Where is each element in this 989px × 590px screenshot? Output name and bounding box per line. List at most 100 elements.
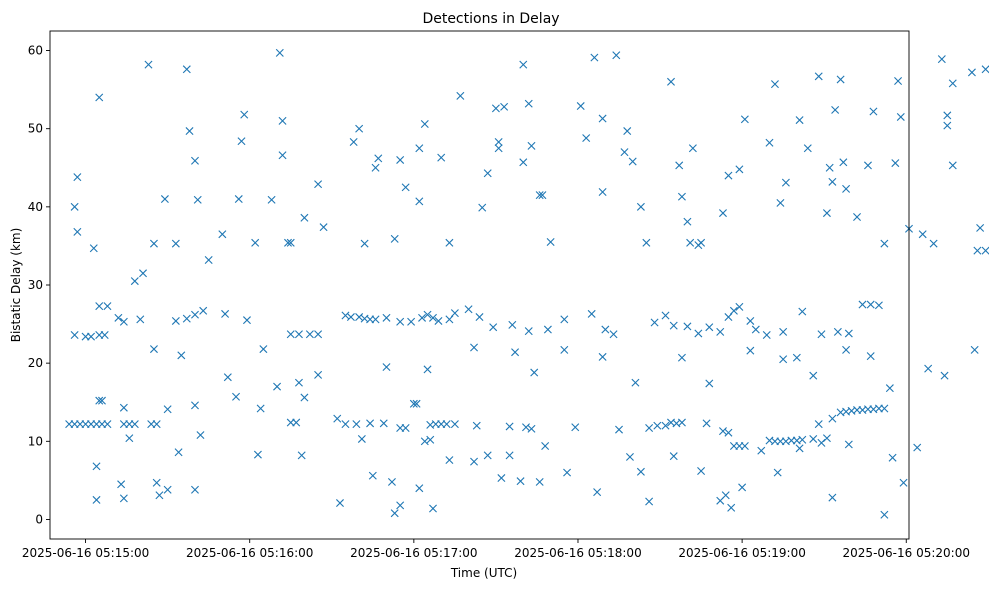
data-point (869, 107, 878, 116)
data-point (546, 238, 555, 247)
data-point (645, 424, 654, 433)
data-point (478, 203, 487, 212)
data-point (724, 313, 733, 322)
data-point (669, 452, 678, 461)
data-point (418, 313, 427, 322)
data-point (530, 368, 539, 377)
data-point (103, 302, 112, 311)
data-point (237, 137, 246, 146)
data-point (401, 183, 410, 192)
data-point (631, 378, 640, 387)
data-point (880, 239, 889, 248)
data-point (114, 313, 123, 322)
data-point (735, 302, 744, 311)
data-point (623, 127, 632, 136)
data-point (171, 316, 180, 325)
data-point (95, 93, 104, 102)
data-point (130, 277, 139, 286)
data-point (155, 491, 164, 500)
data-point (866, 300, 875, 309)
data-point (470, 343, 479, 352)
data-point (445, 238, 454, 247)
data-point (297, 451, 306, 460)
data-point (795, 444, 804, 453)
data-point (218, 230, 227, 239)
data-point (538, 191, 547, 200)
data-point (335, 499, 344, 508)
data-point (357, 434, 366, 443)
data-point (450, 420, 459, 429)
data-point (705, 379, 714, 388)
data-point (470, 457, 479, 466)
data-point (828, 493, 837, 502)
data-point (729, 306, 738, 315)
data-point (100, 331, 109, 340)
data-point (779, 355, 788, 364)
data-point (831, 105, 840, 114)
data-point (125, 434, 134, 443)
data-point (740, 115, 749, 124)
data-point (828, 177, 837, 186)
data-point (896, 112, 905, 121)
data-point (70, 202, 79, 211)
data-point (880, 510, 889, 519)
data-point (598, 114, 607, 123)
data-point (396, 317, 405, 326)
data-point (940, 371, 949, 380)
data-point (560, 315, 569, 324)
data-point (259, 345, 268, 354)
data-point (891, 159, 900, 168)
data-point (472, 421, 481, 430)
data-point (382, 313, 391, 322)
data-point (694, 329, 703, 338)
data-point (119, 494, 128, 503)
data-point (740, 442, 749, 450)
data-point (598, 352, 607, 361)
data-point (943, 111, 952, 120)
data-point (779, 327, 788, 336)
data-point (95, 302, 104, 311)
data-point (516, 477, 525, 486)
data-point (842, 345, 851, 354)
data-point (437, 153, 446, 162)
data-point (191, 156, 199, 165)
data-point (191, 310, 199, 319)
data-point (511, 348, 520, 357)
x-axis-label: Time (UTC) (450, 566, 517, 580)
data-point (360, 239, 369, 248)
data-point (683, 322, 692, 331)
data-point (333, 414, 342, 423)
data-point (669, 321, 678, 330)
data-point (981, 246, 989, 255)
data-point (792, 353, 801, 362)
data-point (642, 238, 651, 247)
data-point (724, 171, 733, 180)
data-point (625, 452, 634, 461)
data-point (535, 191, 544, 200)
data-point (686, 238, 695, 247)
data-point (483, 169, 492, 178)
data-point (355, 124, 364, 133)
chart-title: Detections in Delay (422, 11, 559, 27)
data-point (396, 501, 405, 510)
data-point (204, 256, 213, 264)
data-point (822, 209, 831, 218)
data-point (844, 440, 853, 449)
data-point (724, 428, 733, 437)
data-point (185, 127, 194, 136)
data-point (489, 323, 498, 332)
data-point (434, 316, 443, 325)
data-point (746, 346, 755, 355)
data-point (182, 65, 191, 74)
data-point (275, 48, 284, 57)
data-point (976, 223, 985, 232)
data-point (929, 239, 938, 248)
data-point (535, 477, 544, 486)
data-point (522, 423, 530, 432)
data-point (429, 313, 437, 322)
data-point (888, 453, 897, 462)
data-point (718, 427, 727, 436)
data-point (560, 345, 569, 354)
data-point (576, 102, 585, 111)
data-point (527, 141, 536, 150)
